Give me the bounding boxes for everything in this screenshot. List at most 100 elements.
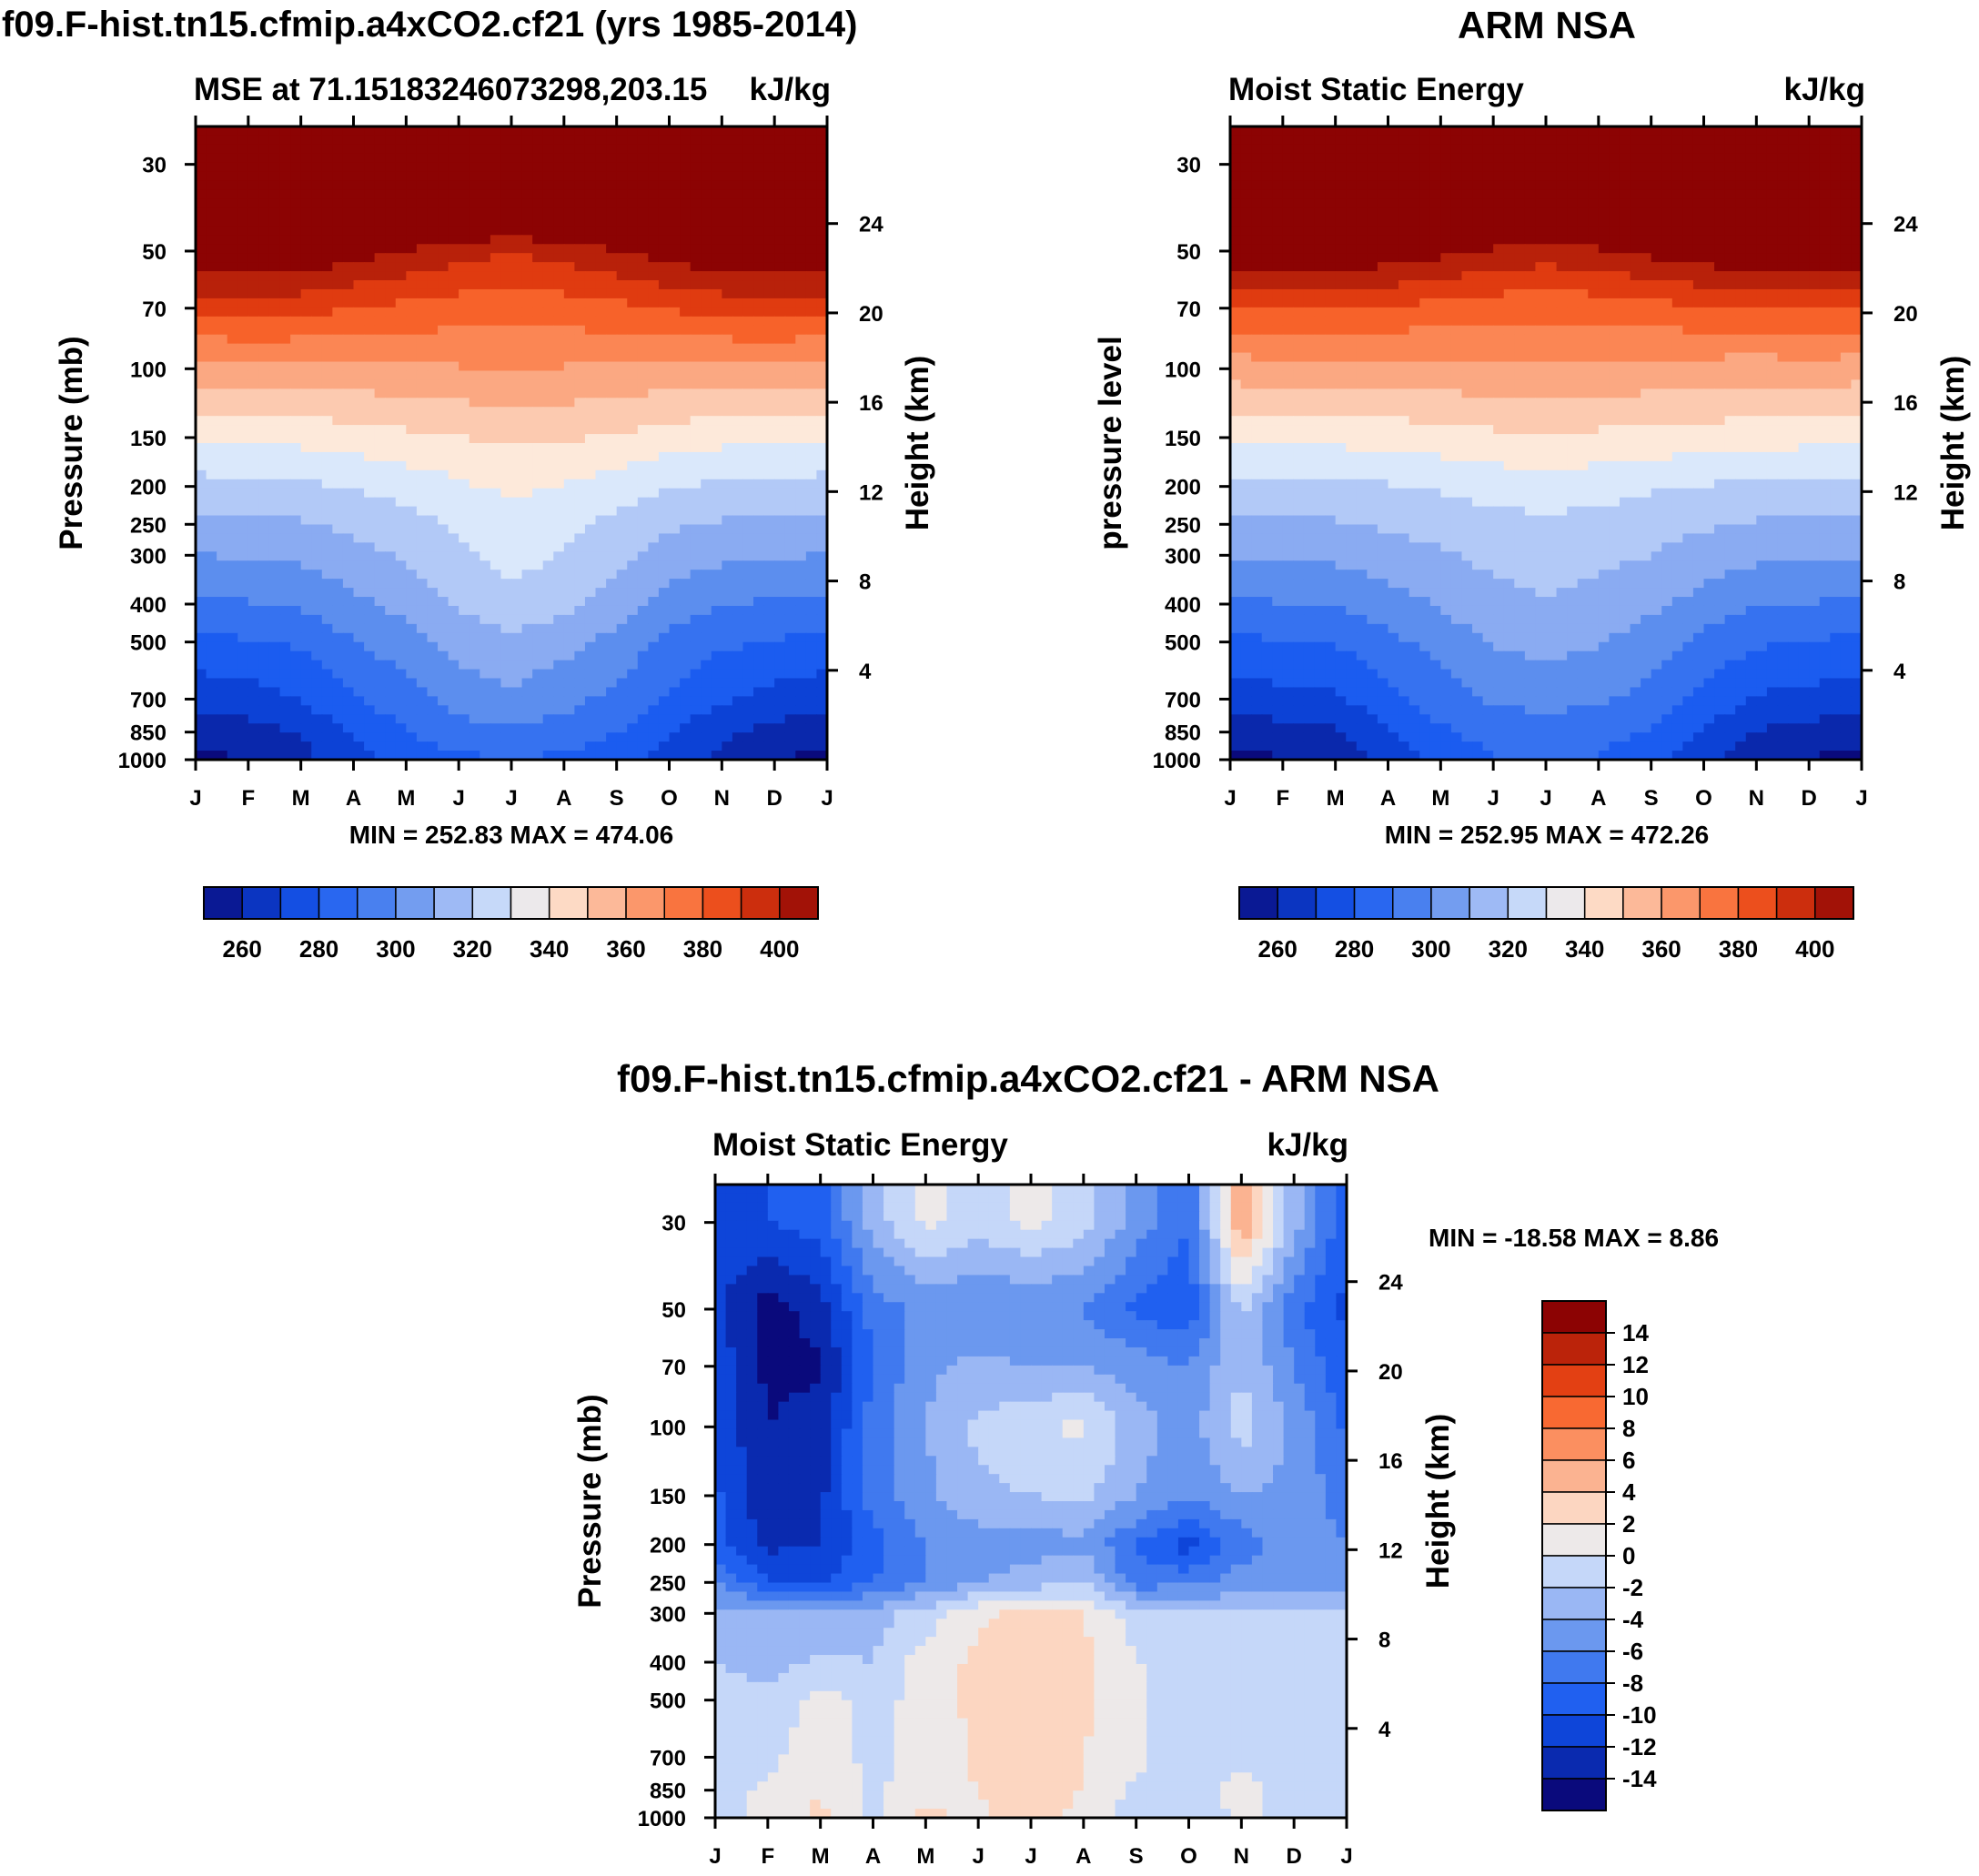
field-cell xyxy=(470,651,480,661)
field-cell xyxy=(1567,199,1578,209)
field-cell xyxy=(248,407,259,417)
field-cell xyxy=(742,524,753,534)
field-cell xyxy=(290,344,301,354)
field-cell xyxy=(1283,190,1294,200)
field-cell xyxy=(691,199,702,209)
field-cell xyxy=(511,289,522,299)
field-cell xyxy=(1672,190,1683,200)
field-cell xyxy=(532,551,543,561)
field-cell xyxy=(1514,145,1525,155)
field-cell xyxy=(269,190,280,200)
field-cell xyxy=(1525,163,1536,173)
field-cell xyxy=(417,126,428,136)
field-cell xyxy=(258,398,269,408)
field-cell xyxy=(385,416,396,426)
field-cell xyxy=(470,217,480,227)
field-cell xyxy=(638,207,649,217)
field-cell xyxy=(500,516,511,526)
field-cell xyxy=(343,289,354,299)
field-cell xyxy=(332,398,343,408)
field-cell xyxy=(785,126,796,136)
field-cell xyxy=(237,615,248,625)
field-cell xyxy=(480,560,490,570)
field-cell xyxy=(596,633,607,643)
field-cell xyxy=(753,126,764,136)
field-cell xyxy=(670,344,681,354)
field-cell xyxy=(774,588,785,598)
field-cell xyxy=(470,542,480,552)
field-cell xyxy=(1777,154,1788,164)
field-cell xyxy=(364,244,375,254)
field-cell xyxy=(269,489,280,499)
field-cell xyxy=(659,524,670,534)
field-cell xyxy=(764,507,775,517)
field-cell xyxy=(617,362,628,372)
field-cell xyxy=(742,470,753,480)
field-cell xyxy=(753,136,764,146)
field-cell xyxy=(332,507,343,517)
field-cell xyxy=(1788,217,1799,227)
field-cell xyxy=(217,326,227,336)
field-cell xyxy=(227,298,238,308)
field-cell xyxy=(553,723,564,733)
field-cell xyxy=(406,289,417,299)
field-cell xyxy=(742,199,753,209)
field-cell xyxy=(385,154,396,164)
field-cell xyxy=(1809,145,1820,155)
field-cell xyxy=(774,570,785,580)
y-tick-label: 400 xyxy=(130,593,167,618)
field-cell xyxy=(564,679,575,689)
field-cell xyxy=(301,642,312,652)
field-cell xyxy=(1283,145,1294,155)
field-cell xyxy=(691,407,702,417)
field-cell xyxy=(332,461,343,471)
field-cell xyxy=(427,126,438,136)
field-cell xyxy=(564,705,575,715)
field-cell xyxy=(795,308,806,318)
field-cell xyxy=(722,705,732,715)
field-cell xyxy=(196,353,207,363)
field-cell xyxy=(322,253,333,263)
field-cell xyxy=(764,524,775,534)
field-cell xyxy=(712,154,722,164)
field-cell xyxy=(1230,163,1241,173)
field-cell xyxy=(648,207,659,217)
field-cell xyxy=(385,235,396,245)
field-cell xyxy=(269,226,280,236)
field-cell xyxy=(322,470,333,480)
field-cell xyxy=(638,633,649,643)
field-cell xyxy=(564,308,575,318)
field-cell xyxy=(1241,154,1252,164)
field-cell xyxy=(638,524,649,534)
field-cell xyxy=(207,606,217,616)
field-cell xyxy=(322,461,333,471)
field-cell xyxy=(627,136,638,146)
field-cell xyxy=(207,190,217,200)
field-cell xyxy=(375,407,386,417)
field-cell xyxy=(196,163,207,173)
field-cell xyxy=(406,126,417,136)
field-cell xyxy=(764,181,775,191)
field-cell xyxy=(280,606,291,616)
field-cell xyxy=(627,353,638,363)
field-cell xyxy=(427,597,438,607)
field-cell xyxy=(217,181,227,191)
field-cell xyxy=(364,533,375,543)
field-cell xyxy=(438,434,449,444)
field-cell xyxy=(1588,217,1599,227)
field-cell xyxy=(553,207,564,217)
field-cell xyxy=(470,398,480,408)
field-cell xyxy=(354,570,365,580)
field-cell xyxy=(1651,145,1662,155)
field-cell xyxy=(1304,126,1315,136)
field-cell xyxy=(322,344,333,354)
field-cell xyxy=(691,661,702,671)
field-cell xyxy=(354,714,365,724)
field-cell xyxy=(1409,181,1420,191)
field-cell xyxy=(596,370,607,380)
field-cell xyxy=(322,226,333,236)
field-cell xyxy=(438,633,449,643)
field-cell xyxy=(354,271,365,281)
field-cell xyxy=(227,741,238,751)
field-cell xyxy=(712,217,722,227)
